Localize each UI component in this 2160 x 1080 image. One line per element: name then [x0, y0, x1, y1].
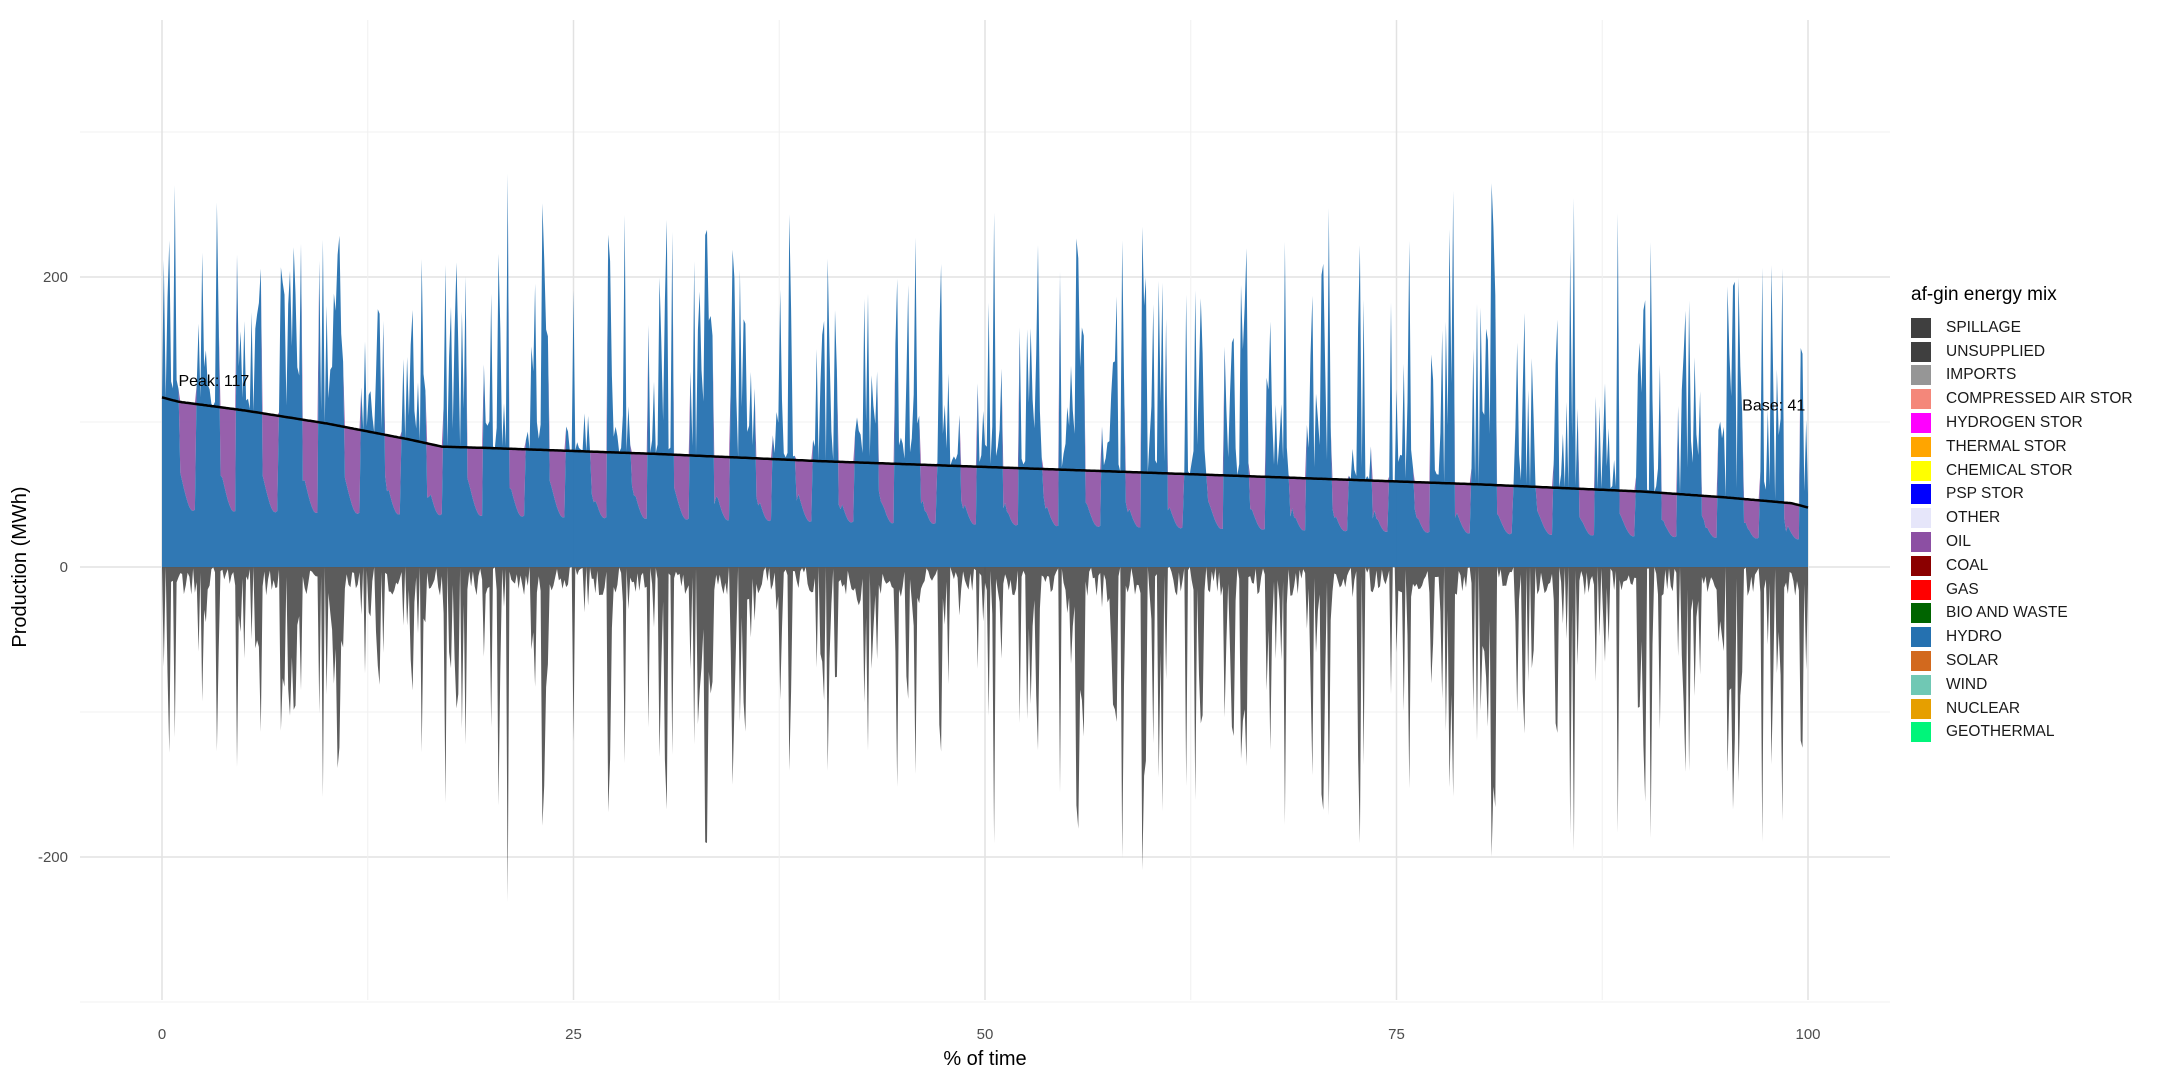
legend-swatch: [1911, 603, 1931, 624]
legend-item: WIND: [1911, 673, 2156, 697]
load-line: [161, 396, 1809, 509]
legend-item: GAS: [1911, 578, 2156, 602]
legend-item: IMPORTS: [1911, 364, 2156, 388]
legend-title: af-gin energy mix: [1911, 284, 2057, 305]
legend-items: SPILLAGE UNSUPPLIED IMPORTS COMPRESSED AIR …: [1911, 316, 2156, 744]
legend-label: SOLAR: [1946, 652, 1999, 670]
x-tick-label: 50: [977, 1026, 994, 1043]
legend-label: OIL: [1946, 533, 1971, 551]
legend-label: OTHER: [1946, 509, 2001, 527]
legend-item: THERMAL STOR: [1911, 435, 2156, 459]
x-axis-title: % of time: [943, 1048, 1026, 1070]
legend-item: GEOTHERMAL: [1911, 721, 2156, 745]
legend-item: UNSUPPLIED: [1911, 340, 2156, 364]
legend-swatch: [1911, 413, 1931, 434]
hydro-area: [162, 173, 1808, 567]
legend-swatch: [1911, 722, 1931, 743]
x-tick-label: 100: [1795, 1026, 1820, 1043]
legend-label: SPILLAGE: [1946, 318, 2021, 336]
load-curve-group: [161, 396, 1809, 509]
legend-label: GAS: [1946, 580, 1979, 598]
legend-item: PSP STOR: [1911, 483, 2156, 507]
legend-swatch: [1911, 555, 1931, 576]
legend-item: BIO AND WASTE: [1911, 602, 2156, 626]
y-tick-label: 0: [60, 559, 68, 576]
annotations: Peak: 117 Base: 41: [178, 373, 1805, 415]
legend-label: BIO AND WASTE: [1946, 604, 2068, 622]
x-tick-label: 75: [1388, 1026, 1405, 1043]
y-axis-title: Production (MWh): [9, 486, 31, 647]
legend-label: COAL: [1946, 556, 1989, 574]
y-tick-label: 200: [43, 269, 68, 286]
spillage-area: [162, 567, 1808, 902]
legend-swatch: [1911, 389, 1931, 410]
legend-label: UNSUPPLIED: [1946, 342, 2046, 360]
legend-label: THERMAL STOR: [1946, 437, 2067, 455]
legend-swatch: [1911, 698, 1931, 719]
legend-swatch: [1911, 674, 1931, 695]
legend-label: IMPORTS: [1946, 366, 2017, 384]
legend-item: SOLAR: [1911, 649, 2156, 673]
legend-swatch: [1911, 341, 1931, 362]
plot-areas: [162, 173, 1808, 902]
y-tick-label: -200: [38, 849, 68, 866]
legend-item: OTHER: [1911, 506, 2156, 530]
legend-label: HYDROGEN STOR: [1946, 414, 2083, 432]
legend-label: HYDRO: [1946, 628, 2002, 646]
legend-item: COAL: [1911, 554, 2156, 578]
legend-swatch: [1911, 317, 1931, 338]
legend-swatch: [1911, 460, 1931, 481]
legend-swatch: [1911, 651, 1931, 672]
legend-item: COMPRESSED AIR STOR: [1911, 387, 2156, 411]
legend-swatch: [1911, 579, 1931, 600]
legend-item: HYDROGEN STOR: [1911, 411, 2156, 435]
legend: af-gin energy mix SPILLAGE UNSUPPLIED IMPO…: [1911, 284, 2156, 744]
legend-swatch: [1911, 484, 1931, 505]
legend-label: GEOTHERMAL: [1946, 723, 2055, 741]
legend-item: OIL: [1911, 530, 2156, 554]
legend-item: SPILLAGE: [1911, 316, 2156, 340]
legend-item: NUCLEAR: [1911, 697, 2156, 721]
x-tick-labels: 0 25 50 75 100: [158, 1026, 1821, 1043]
legend-swatch: [1911, 532, 1931, 553]
annotation-label: Peak: 117: [178, 373, 249, 390]
legend-item: HYDRO: [1911, 625, 2156, 649]
y-tick-labels: -200 0 200: [38, 269, 68, 866]
legend-swatch: [1911, 436, 1931, 457]
legend-label: NUCLEAR: [1946, 699, 2021, 717]
legend-item: CHEMICAL STOR: [1911, 459, 2156, 483]
legend-swatch: [1911, 365, 1931, 386]
legend-label: CHEMICAL STOR: [1946, 461, 2073, 479]
x-tick-label: 25: [565, 1026, 582, 1043]
legend-swatch: [1911, 508, 1931, 529]
legend-label: WIND: [1946, 675, 1988, 693]
annotation-label: Base: 41: [1742, 397, 1805, 414]
x-tick-label: 0: [158, 1026, 166, 1043]
legend-label: PSP STOR: [1946, 485, 2024, 503]
legend-label: COMPRESSED AIR STOR: [1946, 390, 2133, 408]
legend-swatch: [1911, 627, 1931, 648]
